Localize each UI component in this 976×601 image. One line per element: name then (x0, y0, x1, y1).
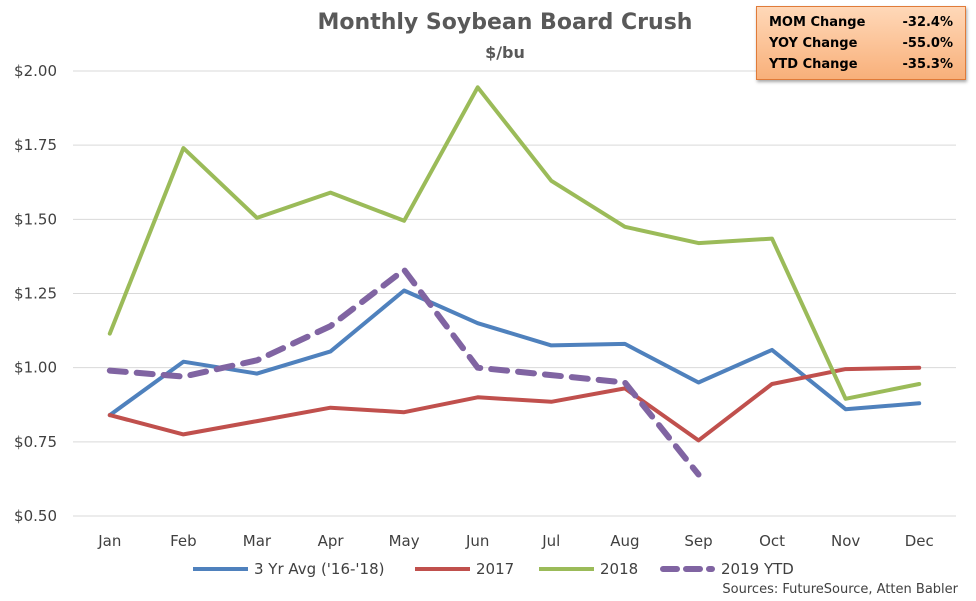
stats-value: -55.0% (902, 36, 954, 51)
x-tick-label: Oct (759, 532, 785, 550)
stats-label: YTD Change (769, 57, 858, 72)
x-tick-label: Jun (465, 532, 489, 550)
x-tick-label: Sep (684, 532, 712, 550)
legend: 3 Yr Avg ('16-'18) 2017 2018 2019 YTD (193, 560, 794, 578)
x-tick-label: May (389, 532, 420, 550)
x-tick-label: Nov (831, 532, 860, 550)
chart-title: Monthly Soybean Board Crush (318, 10, 693, 35)
y-tick-label: $1.00 (14, 359, 57, 377)
x-tick-label: Jan (97, 532, 121, 550)
series-lines (106, 85, 922, 478)
x-tick-label: Mar (243, 532, 272, 550)
stats-row-mom: MOM Change -32.4% (769, 12, 953, 33)
legend-label: 2019 YTD (721, 560, 794, 578)
y-axis-ticks: $0.50 $0.75 $1.00 $1.25 $1.50 $1.75 $2.00 (14, 62, 57, 525)
x-axis-ticks: Jan Feb Mar Apr May Jun Jul Aug Sep Oct Nov Dec (97, 532, 933, 550)
x-tick-label: Apr (318, 532, 345, 550)
legend-label: 3 Yr Avg ('16-'18) (254, 560, 385, 578)
series-line (107, 365, 922, 443)
legend-label: 2018 (600, 560, 638, 578)
legend-label: 2017 (476, 560, 514, 578)
x-tick-label: Aug (610, 532, 639, 550)
x-tick-label: Jul (541, 532, 560, 550)
x-tick-label: Feb (170, 532, 197, 550)
stats-label: YOY Change (769, 36, 858, 51)
series-line (107, 85, 922, 401)
y-tick-label: $2.00 (14, 62, 57, 80)
y-tick-label: $1.75 (14, 136, 57, 154)
stats-value: -32.4% (902, 15, 954, 30)
stats-row-yoy: YOY Change -55.0% (769, 33, 953, 54)
chart-subtitle: $/bu (485, 43, 525, 62)
y-tick-label: $0.75 (14, 433, 57, 451)
stats-box: MOM Change -32.4% YOY Change -55.0% YTD … (756, 6, 966, 80)
stats-label: MOM Change (769, 15, 866, 30)
series-line (106, 266, 702, 478)
source-note: Sources: FutureSource, Atten Babler (722, 582, 958, 597)
series-line (107, 288, 922, 418)
stats-row-ytd: YTD Change -35.3% (769, 54, 953, 75)
stats-value: -35.3% (902, 57, 954, 72)
x-tick-label: Dec (905, 532, 934, 550)
y-tick-label: $1.50 (14, 210, 57, 228)
y-tick-label: $0.50 (14, 507, 57, 525)
grid (73, 70, 956, 517)
y-tick-label: $1.25 (14, 285, 57, 303)
